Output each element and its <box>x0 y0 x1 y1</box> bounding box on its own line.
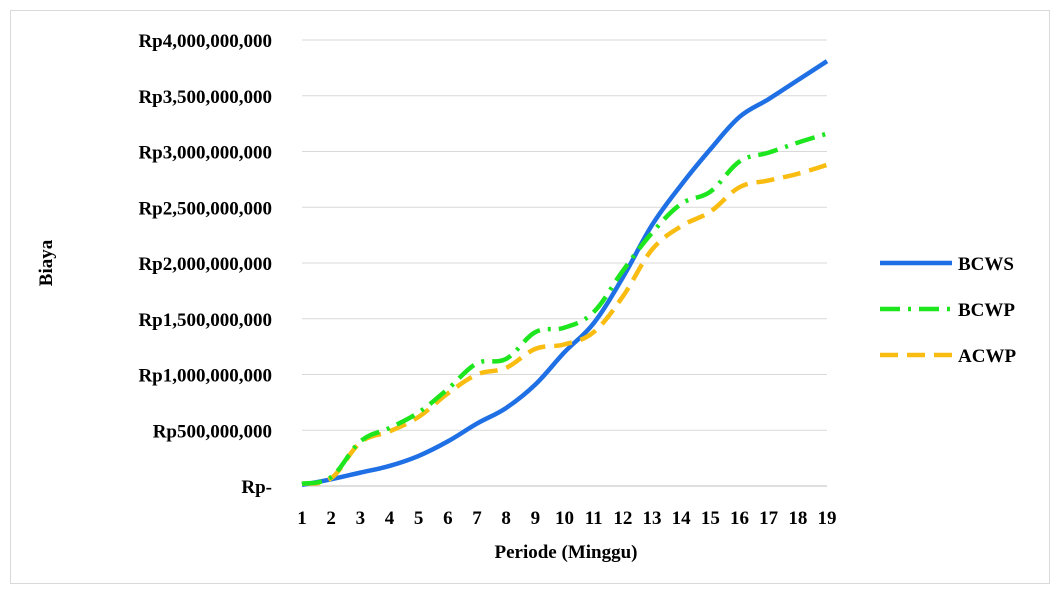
series-line-acwp <box>301 162 828 487</box>
series-line-bcwp <box>301 131 828 486</box>
series-lines <box>301 59 829 488</box>
y-tick-label: Rp3,000,000,000 <box>138 143 272 164</box>
y-axis-ticks: Rp- Rp500,000,000 Rp1,000,000,000 Rp1,500,0… <box>138 31 272 498</box>
x-tick-label: 5 <box>414 508 424 529</box>
y-tick-label: Rp3,500,000,000 <box>138 87 272 108</box>
x-tick-label: 18 <box>788 508 807 529</box>
y-tick-label: Rp2,000,000,000 <box>138 254 272 275</box>
x-axis-ticks: 1 2 3 4 5 6 7 8 9 10 11 12 13 14 15 16 17 18 19 <box>297 508 836 529</box>
x-tick-label: 1 <box>297 508 307 529</box>
x-axis-label: Periode (Minggu) <box>494 542 637 563</box>
gridlines <box>302 39 827 487</box>
x-tick-label: 4 <box>385 508 395 529</box>
y-tick-label: Rp1,000,000,000 <box>138 366 272 387</box>
legend-label-bcws: BCWS <box>958 254 1014 275</box>
x-tick-label: 9 <box>531 508 541 529</box>
series-line-bcws <box>301 59 829 488</box>
x-tick-label: 12 <box>613 508 632 529</box>
y-axis-label: Biaya <box>36 239 57 286</box>
y-tick-label: Rp- <box>241 477 272 498</box>
x-tick-label: 15 <box>701 508 720 529</box>
x-tick-label: 8 <box>501 508 511 529</box>
x-tick-label: 13 <box>643 508 662 529</box>
x-tick-label: 11 <box>585 508 603 529</box>
x-tick-label: 2 <box>326 508 336 529</box>
chart-frame <box>10 10 1050 584</box>
x-tick-label: 14 <box>672 508 692 529</box>
y-tick-label: Rp1,500,000,000 <box>138 310 272 331</box>
x-tick-label: 10 <box>555 508 574 529</box>
legend-label-bcwp: BCWP <box>958 300 1015 321</box>
x-tick-label: 3 <box>356 508 366 529</box>
legend-label-acwp: ACWP <box>958 346 1016 367</box>
x-tick-label: 19 <box>818 508 837 529</box>
y-tick-label: Rp2,500,000,000 <box>138 198 272 219</box>
x-tick-label: 6 <box>443 508 453 529</box>
y-tick-label: Rp4,000,000,000 <box>138 31 272 52</box>
legend: BCWS BCWP ACWP <box>880 254 1016 367</box>
x-tick-label: 17 <box>759 508 779 529</box>
x-tick-label: 16 <box>730 508 749 529</box>
x-tick-label: 7 <box>472 508 482 529</box>
y-tick-label: Rp500,000,000 <box>153 421 272 442</box>
